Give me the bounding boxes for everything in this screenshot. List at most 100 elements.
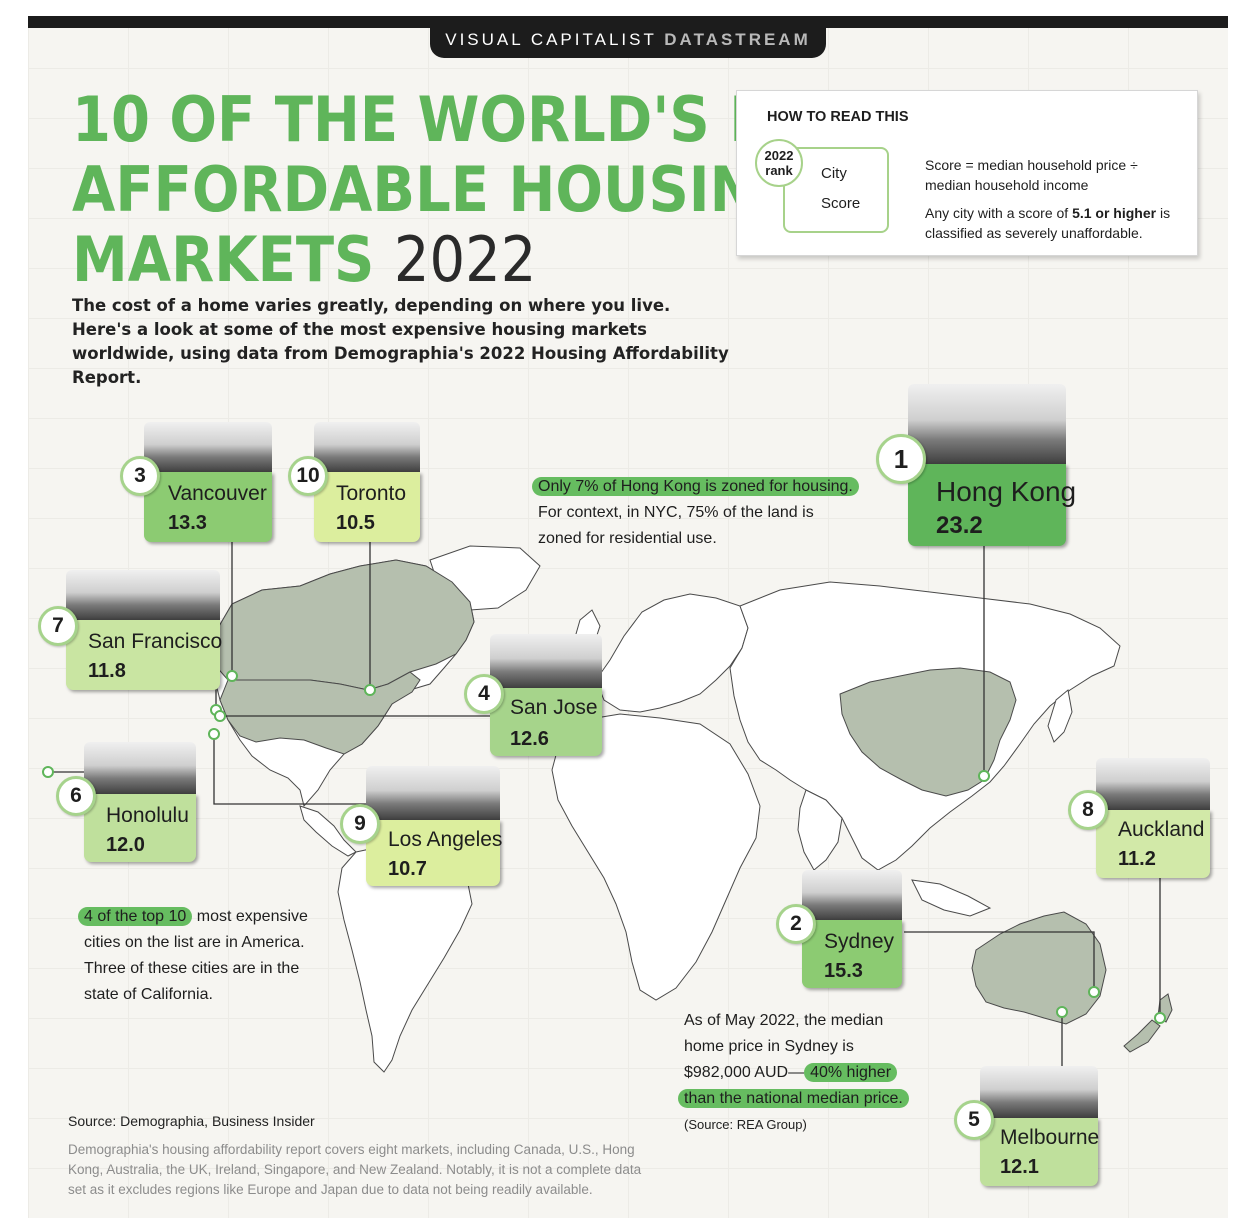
hongkong-note-line2: zoned for residential use. bbox=[538, 530, 717, 547]
how-to-read-score: Score bbox=[821, 195, 861, 212]
dot-melbourne bbox=[1056, 1006, 1068, 1018]
africa-outline bbox=[551, 713, 761, 1001]
how-to-read-box: HOW TO READ THIS City Score 2022 rank Sco… bbox=[736, 90, 1198, 256]
city-score: 23.2 bbox=[936, 512, 983, 539]
rank-year: 2022 bbox=[764, 148, 794, 163]
title-line-3: MARKETS 2022 bbox=[72, 223, 537, 297]
how-to-read-city: City bbox=[821, 165, 847, 182]
city-label-bg-toronto bbox=[314, 472, 420, 542]
city-label-bg-sydney bbox=[802, 920, 902, 988]
threshold-pre: Any city with a score of bbox=[925, 205, 1073, 221]
threshold-post: is classified as severely unaffordable. bbox=[925, 205, 1171, 241]
city-name: Sydney bbox=[824, 930, 895, 953]
city-score: 11.2 bbox=[1118, 848, 1156, 870]
how-to-read-title: HOW TO READ THIS bbox=[767, 109, 909, 125]
score-formula: Score = median household price ÷ median … bbox=[925, 157, 1138, 193]
city-photo-honolulu bbox=[84, 742, 196, 794]
brand-datastream: DATASTREAM bbox=[664, 30, 811, 49]
dot-toronto bbox=[364, 684, 376, 696]
city-score: 15.3 bbox=[824, 960, 863, 982]
europe-outline bbox=[595, 593, 749, 713]
america-note: 4 of the top 10 most expensive cities on… bbox=[78, 904, 364, 1008]
city-photo-melbourne bbox=[980, 1066, 1098, 1118]
dot-hongkong bbox=[978, 770, 990, 782]
america-note-line3: Three of these cities are in the bbox=[84, 960, 300, 977]
city-photo-sanfrancisco bbox=[66, 570, 220, 620]
city-name: Hong Kong bbox=[936, 476, 1077, 507]
city-score: 12.1 bbox=[1000, 1156, 1039, 1178]
city-score: 11.8 bbox=[88, 660, 126, 682]
sydney-highlight-2: than the national median price. bbox=[678, 1089, 909, 1108]
city-name: Melbourne bbox=[1000, 1126, 1100, 1149]
highlighted-countries bbox=[211, 559, 1173, 1053]
central-america-outline bbox=[299, 805, 357, 857]
threshold-value: 5.1 or higher bbox=[1072, 205, 1157, 221]
footnote: Demographia's housing affordability repo… bbox=[68, 1142, 642, 1197]
rank-badge: 7 bbox=[38, 606, 78, 646]
hongkong-note: Only 7% of Hong Kong is zoned for housin… bbox=[532, 474, 898, 552]
city-label-bg-auckland bbox=[1096, 810, 1210, 878]
city-score: 12.0 bbox=[106, 834, 145, 856]
connector-losangeles bbox=[213, 734, 366, 805]
rank-badge: 1 bbox=[876, 434, 926, 484]
city-name: San Francisco bbox=[88, 630, 223, 653]
threshold-note: Any city with a score of 5.1 or higher i… bbox=[925, 203, 1185, 243]
city-label-bg-sanjose bbox=[490, 688, 602, 756]
rank-badge: 10 bbox=[288, 456, 328, 496]
australia-shape bbox=[971, 911, 1107, 1025]
dot-honolulu bbox=[42, 766, 54, 778]
title-year: 2022 bbox=[393, 223, 537, 297]
city-label-bg-melbourne bbox=[980, 1118, 1098, 1186]
dot-auckland bbox=[1154, 1012, 1166, 1024]
brand-name: VISUAL CAPITALIST bbox=[445, 30, 657, 49]
connector-lines bbox=[48, 540, 1161, 1066]
sydney-note: As of May 2022, the median home price in… bbox=[678, 1008, 944, 1138]
dot-vancouver bbox=[226, 670, 238, 682]
title-line-2: AFFORDABLE HOUSING bbox=[72, 153, 803, 227]
city-photo-vancouver bbox=[144, 422, 272, 472]
city-photo-losangeles bbox=[366, 766, 500, 820]
intro-text: The cost of a home varies greatly, depen… bbox=[72, 296, 729, 387]
city-name: San Jose bbox=[510, 696, 598, 719]
city-score: 12.6 bbox=[510, 728, 549, 750]
city-label-bg-hongkong bbox=[908, 464, 1066, 546]
title-markets: MARKETS bbox=[72, 223, 375, 297]
new-zealand-south-shape bbox=[1123, 1019, 1161, 1053]
dot-sanjose bbox=[214, 710, 226, 722]
city-score: 10.5 bbox=[336, 512, 375, 534]
sydney-note-line1: As of May 2022, the median bbox=[684, 1012, 884, 1029]
rank-badge: 2 bbox=[776, 904, 816, 944]
rank-badge: 6 bbox=[56, 776, 96, 816]
city-photo-hongkong bbox=[908, 384, 1066, 464]
sydney-note-line2: home price in Sydney is bbox=[684, 1038, 854, 1055]
city-name: Honolulu bbox=[106, 804, 189, 827]
city-photo-toronto bbox=[314, 422, 420, 472]
rank-word: rank bbox=[765, 163, 793, 178]
city-name: Vancouver bbox=[168, 482, 267, 505]
america-note-line4: state of California. bbox=[84, 986, 213, 1003]
hongkong-highlight: Only 7% of Hong Kong is zoned for housin… bbox=[532, 477, 859, 496]
america-note-line2: cities on the list are in America. bbox=[84, 934, 305, 951]
sydney-highlight-1: 40% higher bbox=[804, 1063, 898, 1082]
city-label-bg-honolulu bbox=[84, 794, 196, 862]
sydney-note-line3: $982,000 AUD— bbox=[684, 1064, 805, 1081]
china-shape bbox=[839, 667, 1017, 797]
japan-outline bbox=[1047, 689, 1073, 743]
rank-badge: 5 bbox=[954, 1100, 994, 1140]
hongkong-note-line1: For context, in NYC, 75% of the land is bbox=[538, 504, 814, 521]
america-highlight: 4 of the top 10 bbox=[78, 907, 193, 926]
dot-losangeles bbox=[208, 728, 220, 740]
how-to-read-description: Score = median household price ÷ median … bbox=[925, 155, 1185, 251]
city-name: Los Angeles bbox=[388, 828, 503, 851]
city-name: Auckland bbox=[1118, 818, 1205, 841]
location-dots bbox=[42, 670, 1166, 1024]
city-score: 13.3 bbox=[168, 512, 207, 534]
rank-badge: 8 bbox=[1068, 790, 1108, 830]
brand-tab: VISUAL CAPITALIST DATASTREAM bbox=[430, 16, 826, 58]
dot-sydney bbox=[1088, 986, 1100, 998]
america-note-line1: most expensive bbox=[192, 908, 308, 925]
city-photo-auckland bbox=[1096, 758, 1210, 810]
rank-badge: 3 bbox=[120, 456, 160, 496]
city-score: 10.7 bbox=[388, 858, 427, 880]
